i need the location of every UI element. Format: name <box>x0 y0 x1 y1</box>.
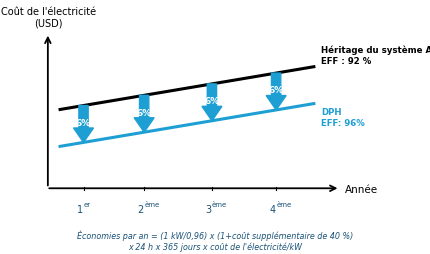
FancyArrow shape <box>202 85 221 121</box>
FancyArrow shape <box>74 106 93 143</box>
Text: Héritage du système ASI
EFF : 92 %: Héritage du système ASI EFF : 92 % <box>320 45 430 66</box>
Text: ème: ème <box>212 201 227 207</box>
Text: 1: 1 <box>77 204 83 214</box>
Text: er: er <box>83 201 90 207</box>
Text: ème: ème <box>144 201 159 207</box>
Text: 6%: 6% <box>268 86 283 95</box>
Text: Économies par an = (1 kW/0,96) x (1+coût supplémentaire de 40 %)
x 24 h x 365 jo: Économies par an = (1 kW/0,96) x (1+coût… <box>77 230 353 251</box>
Text: 2: 2 <box>137 204 143 214</box>
Text: 6%: 6% <box>76 118 91 127</box>
Text: ème: ème <box>276 201 291 207</box>
FancyArrow shape <box>134 96 154 133</box>
Text: 6%: 6% <box>204 97 219 106</box>
Text: Année: Année <box>344 184 378 194</box>
FancyArrow shape <box>266 74 286 110</box>
Text: DPH
EFF: 96%: DPH EFF: 96% <box>320 107 364 127</box>
Text: 4: 4 <box>269 204 275 214</box>
Text: Coût de l'électricité
(USD): Coût de l'électricité (USD) <box>1 7 96 29</box>
Text: 6%: 6% <box>136 108 151 117</box>
Text: 3: 3 <box>205 204 211 214</box>
